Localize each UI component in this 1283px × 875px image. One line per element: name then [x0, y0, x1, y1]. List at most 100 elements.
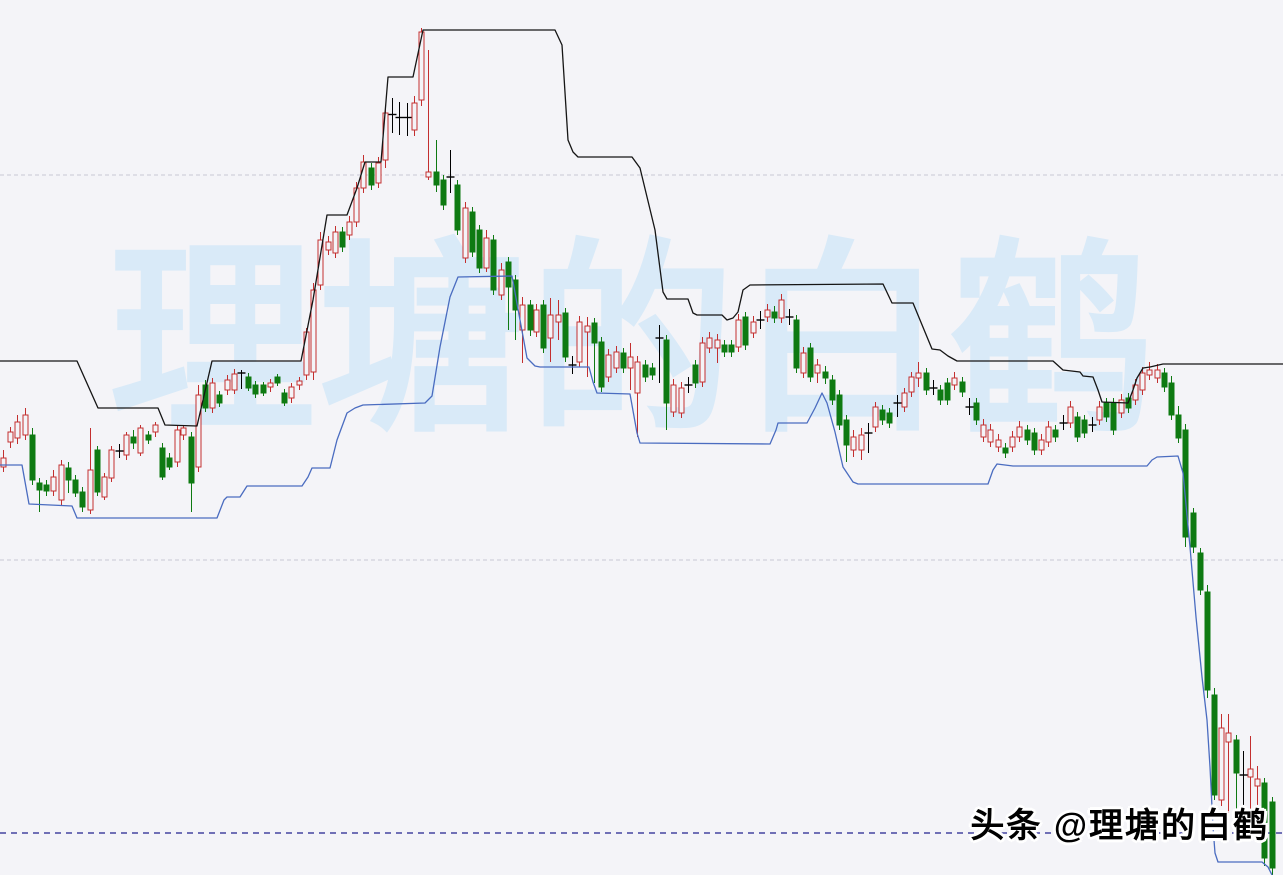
- up-candle: [995, 434, 1002, 452]
- candle-body: [281, 392, 288, 404]
- up-candle: [678, 382, 685, 418]
- candle-body: [145, 434, 152, 441]
- up-candle: [288, 383, 295, 403]
- up-candle: [332, 226, 339, 258]
- candle-body: [216, 394, 223, 404]
- candle-body: [469, 211, 476, 253]
- up-candle: [901, 388, 908, 412]
- candle-body: [310, 289, 317, 373]
- candle-body: [1247, 768, 1254, 778]
- doji-candle: [446, 150, 455, 193]
- down-candle: [742, 312, 749, 350]
- candle-body: [440, 179, 447, 206]
- up-candle: [872, 402, 879, 432]
- down-candle: [598, 337, 605, 392]
- candle-body: [1132, 384, 1139, 401]
- up-candle: [7, 427, 14, 448]
- down-candle: [1074, 412, 1081, 442]
- gridlines-layer: [0, 174, 1283, 834]
- down-candle: [433, 140, 440, 192]
- candle-body: [433, 171, 440, 186]
- up-candle: [613, 346, 620, 373]
- candle-body: [814, 364, 821, 374]
- candle-body: [94, 449, 101, 493]
- down-candle: [440, 175, 447, 210]
- down-candle: [1197, 548, 1204, 595]
- candle-body: [778, 299, 785, 319]
- candle-body: [29, 434, 36, 481]
- down-candle: [807, 343, 814, 382]
- up-candle: [346, 216, 353, 240]
- down-candle: [1002, 443, 1009, 458]
- candle-body: [670, 384, 677, 413]
- candle-body: [1009, 436, 1016, 448]
- up-candle: [224, 375, 231, 395]
- down-candle: [476, 225, 483, 273]
- candle-body: [483, 237, 490, 269]
- down-candle: [281, 389, 288, 406]
- candle-body: [915, 372, 922, 379]
- doji-candle: [237, 370, 246, 389]
- candle-body: [202, 384, 209, 409]
- down-candle: [1269, 797, 1276, 875]
- candle-body: [174, 429, 181, 463]
- up-candle: [325, 236, 332, 255]
- candle-body: [267, 382, 274, 388]
- candle-body: [317, 239, 324, 286]
- up-candle: [123, 432, 130, 460]
- up-candle: [22, 408, 29, 440]
- candle-body: [562, 312, 569, 358]
- candle-body: [1190, 512, 1197, 548]
- doji-candle: [1059, 415, 1068, 430]
- candle-body: [1024, 429, 1031, 441]
- candle-body: [274, 376, 281, 384]
- down-candle: [527, 300, 534, 336]
- doji-candle: [115, 444, 124, 458]
- candle-body: [908, 376, 915, 393]
- candle-body: [209, 382, 216, 409]
- candle-body: [101, 476, 108, 498]
- doji-candle: [655, 325, 664, 383]
- up-candle: [14, 415, 21, 444]
- up-candle: [1218, 714, 1225, 806]
- down-candle: [836, 390, 843, 430]
- doji-candle: [395, 102, 404, 135]
- candle-body: [800, 352, 807, 374]
- candle-body: [923, 372, 930, 391]
- candle-body: [14, 421, 21, 439]
- down-candle: [937, 385, 944, 405]
- doji-candle: [864, 423, 873, 453]
- up-candle: [418, 28, 425, 106]
- up-candle: [87, 428, 94, 514]
- candle-body: [649, 367, 656, 376]
- candle-body: [1218, 727, 1225, 801]
- down-candle: [1031, 428, 1038, 455]
- candle-body: [829, 379, 836, 401]
- up-candle: [462, 202, 469, 263]
- candle-body: [1031, 432, 1038, 451]
- doji-candle: [568, 356, 577, 374]
- candle-body: [137, 427, 144, 454]
- candle-body: [605, 354, 612, 378]
- candle-body: [1074, 416, 1081, 438]
- up-candle: [317, 232, 324, 290]
- candle-body: [850, 436, 857, 451]
- up-candle: [800, 347, 807, 378]
- candle-body: [1118, 399, 1125, 414]
- up-candle: [137, 425, 144, 456]
- up-candle: [425, 50, 432, 180]
- doji-candle: [756, 311, 765, 329]
- candle-body: [1052, 429, 1059, 438]
- candle-body: [1081, 419, 1088, 434]
- candle-body: [411, 102, 418, 131]
- up-candle: [576, 316, 583, 367]
- candle-body: [1182, 429, 1189, 538]
- up-candle: [1016, 421, 1023, 442]
- up-candle: [1154, 364, 1161, 383]
- candle-body: [152, 424, 159, 433]
- up-candle: [1067, 401, 1074, 428]
- candle-body: [879, 409, 886, 421]
- candle-body: [728, 344, 735, 353]
